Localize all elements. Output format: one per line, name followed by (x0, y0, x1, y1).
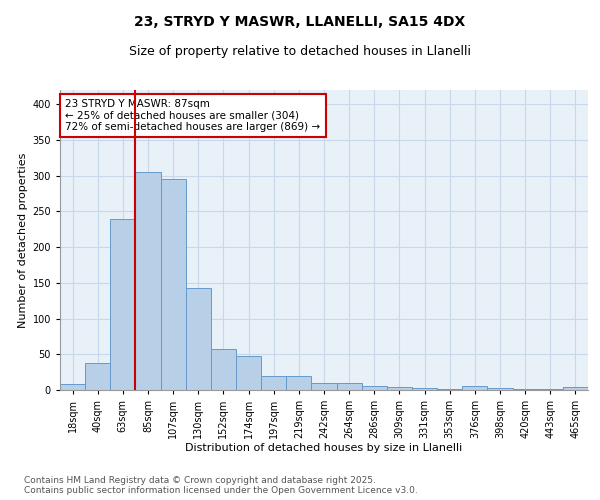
Bar (437, 388, 462, 390)
Bar (186, 288, 211, 390)
Y-axis label: Number of detached properties: Number of detached properties (18, 152, 28, 328)
Bar (362, 386, 387, 390)
Bar (337, 383, 362, 390)
Bar (311, 383, 337, 390)
Bar (211, 350, 236, 390)
Bar (236, 356, 261, 390)
Bar (286, 376, 311, 390)
Bar (85, 363, 110, 390)
Text: 23 STRYD Y MASWR: 87sqm
← 25% of detached houses are smaller (304)
72% of semi-d: 23 STRYD Y MASWR: 87sqm ← 25% of detache… (65, 99, 320, 132)
Bar (60, 384, 85, 390)
Bar (161, 180, 186, 390)
Bar (110, 218, 136, 390)
Bar (412, 388, 437, 390)
Text: 23, STRYD Y MASWR, LLANELLI, SA15 4DX: 23, STRYD Y MASWR, LLANELLI, SA15 4DX (134, 15, 466, 29)
Bar (487, 388, 512, 390)
Bar (563, 387, 588, 390)
Bar (462, 386, 487, 390)
Bar (387, 387, 412, 390)
Text: Contains HM Land Registry data © Crown copyright and database right 2025.
Contai: Contains HM Land Registry data © Crown c… (24, 476, 418, 495)
Bar (261, 376, 286, 390)
Bar (136, 172, 161, 390)
Text: Size of property relative to detached houses in Llanelli: Size of property relative to detached ho… (129, 45, 471, 58)
X-axis label: Distribution of detached houses by size in Llanelli: Distribution of detached houses by size … (185, 442, 463, 452)
